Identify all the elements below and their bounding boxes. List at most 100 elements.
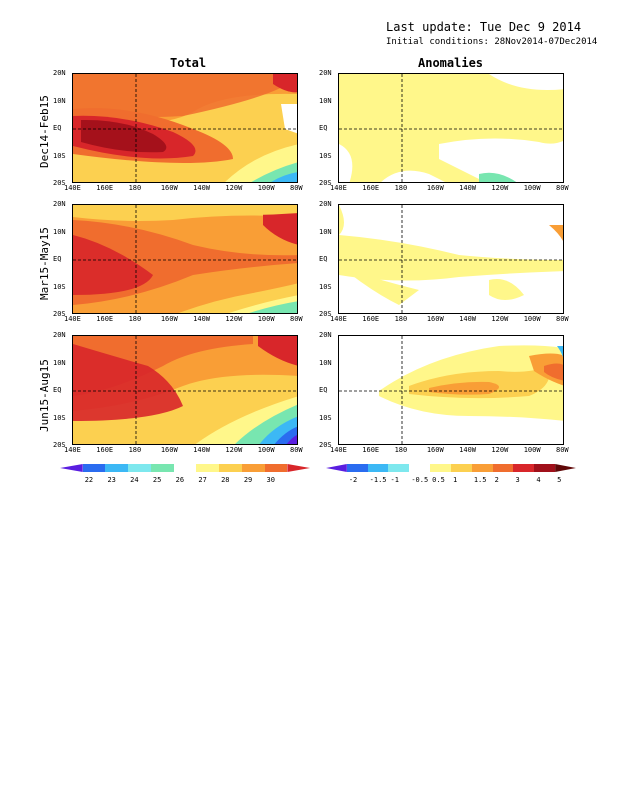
last-update-text: Last update: Tue Dec 9 2014 [386, 20, 582, 34]
colorbar-label: 24 [130, 476, 139, 484]
lon-tick-label: 80W [290, 315, 303, 323]
colorbar-label: 26 [175, 476, 185, 484]
colorbar-segment [346, 464, 368, 472]
lat-tick-label: 10N [319, 96, 332, 105]
lon-tick-label: 120W [225, 315, 243, 323]
lat-tick-label: EQ [53, 386, 62, 394]
lat-tick-label: 10S [53, 151, 66, 160]
lat-tick-label: 10S [319, 282, 332, 291]
lon-tick-label: 120W [491, 446, 509, 454]
lon-tick-label: 160E [362, 446, 380, 454]
lon-tick-label: 120W [491, 184, 509, 192]
colorbar-segment [534, 464, 556, 472]
colorbar-segment [264, 464, 288, 472]
lat-tick-label: 10S [319, 151, 332, 160]
lat-tick-label: 20S [319, 310, 332, 318]
colorbar-label: 0.5 [432, 476, 445, 484]
colorbar-segment [105, 464, 129, 472]
anomaly-map-panel-3 [338, 335, 564, 445]
anomaly-map-2-graphic [339, 205, 563, 313]
lat-tick-label: 20N [319, 200, 332, 208]
colorbar-segment [430, 464, 451, 472]
lat-tick-label: 10N [319, 227, 332, 236]
lon-tick-label: 160E [96, 315, 114, 323]
lon-tick-label: 160E [96, 184, 114, 192]
colorbar-segment [409, 464, 431, 472]
total-map-panel-2 [72, 204, 298, 314]
lon-tick-label: 140W [459, 446, 476, 454]
lon-tick-label: 80W [290, 184, 303, 192]
lon-tick-label: 100W [257, 446, 275, 454]
lon-tick-label: 180 [394, 446, 408, 454]
lat-tick-label: 10S [53, 413, 66, 422]
lon-tick-label: 100W [523, 184, 541, 192]
colorbar-segment [196, 464, 220, 472]
colorbar-label: -2 [348, 476, 358, 484]
lat-tick-label: EQ [319, 255, 328, 263]
lon-tick-label: 140E [330, 315, 347, 323]
lat-tick-label: 10N [53, 96, 66, 105]
lat-tick-label: 20N [319, 331, 332, 339]
colorbar-segment [513, 464, 535, 472]
row-label-3: Jun15-Aug15 [38, 359, 51, 432]
lat-tick-label: EQ [53, 124, 62, 132]
lat-tick-label: 20S [319, 179, 332, 187]
total-map-panel-1 [72, 73, 298, 183]
colorbar-label: 29 [243, 476, 253, 484]
lon-tick-label: 160W [160, 446, 178, 454]
lon-tick-label: 160E [96, 446, 114, 454]
colorbar-label: 4 [536, 476, 541, 484]
lat-tick-label: 20S [53, 310, 66, 318]
lon-tick-label: 140W [193, 315, 210, 323]
anomaly-map-3-graphic [339, 336, 563, 444]
lat-tick-label: 20N [319, 69, 332, 77]
colorbar-segment [367, 464, 389, 472]
lon-tick-label: 180 [128, 315, 142, 323]
lon-tick-label: 120W [225, 184, 243, 192]
lon-tick-label: 180 [394, 184, 408, 192]
lat-tick-label: 10N [53, 227, 66, 236]
lon-tick-label: 120W [225, 446, 243, 454]
lon-tick-label: 160W [160, 315, 178, 323]
lon-tick-label: 140E [330, 446, 347, 454]
colorbar-segment [388, 464, 410, 472]
lon-tick-label: 160W [426, 446, 444, 454]
colorbar-segment [450, 464, 472, 472]
colorbar-label: 28 [221, 476, 230, 484]
row-label-1: Dec14-Feb15 [38, 95, 51, 168]
lat-tick-label: 20S [53, 441, 66, 449]
lat-tick-label: 20N [53, 200, 66, 208]
row-label-2: Mar15-May15 [38, 227, 51, 300]
total-map-1-graphic [73, 74, 297, 182]
lat-tick-label: 20S [319, 441, 332, 449]
lon-tick-label: 140W [459, 184, 476, 192]
colorbar-segment [326, 464, 347, 472]
lat-tick-label: 10S [53, 282, 66, 291]
lon-tick-label: 80W [556, 446, 569, 454]
colorbar-label: -1.5 [369, 476, 387, 484]
lon-tick-label: 140E [64, 446, 81, 454]
colorbar-segment [150, 464, 174, 472]
colorbar-label: 5 [557, 476, 562, 484]
lon-tick-label: 100W [523, 315, 541, 323]
anomaly-map-panel-1 [338, 73, 564, 183]
lon-tick-label: 80W [290, 446, 303, 454]
anomaly-map-1-graphic [339, 74, 563, 182]
lon-tick-label: 80W [556, 184, 569, 192]
colorbar-segment [173, 464, 197, 472]
lon-tick-label: 180 [394, 315, 408, 323]
total-map-2-graphic [73, 205, 297, 313]
lon-tick-label: 100W [257, 315, 275, 323]
colorbar-label: 25 [152, 476, 162, 484]
lon-tick-label: 140W [193, 446, 210, 454]
lat-tick-label: EQ [319, 386, 328, 394]
lat-tick-label: 10N [319, 358, 332, 367]
lon-tick-label: 160W [426, 315, 444, 323]
lon-tick-label: 140W [193, 184, 210, 192]
lon-tick-label: 160E [362, 315, 380, 323]
lon-tick-label: 140E [64, 184, 81, 192]
lat-tick-label: 10S [319, 413, 332, 422]
anomaly-colorbar [326, 464, 576, 472]
lat-tick-label: EQ [319, 124, 328, 132]
colorbar-segment [287, 464, 311, 472]
